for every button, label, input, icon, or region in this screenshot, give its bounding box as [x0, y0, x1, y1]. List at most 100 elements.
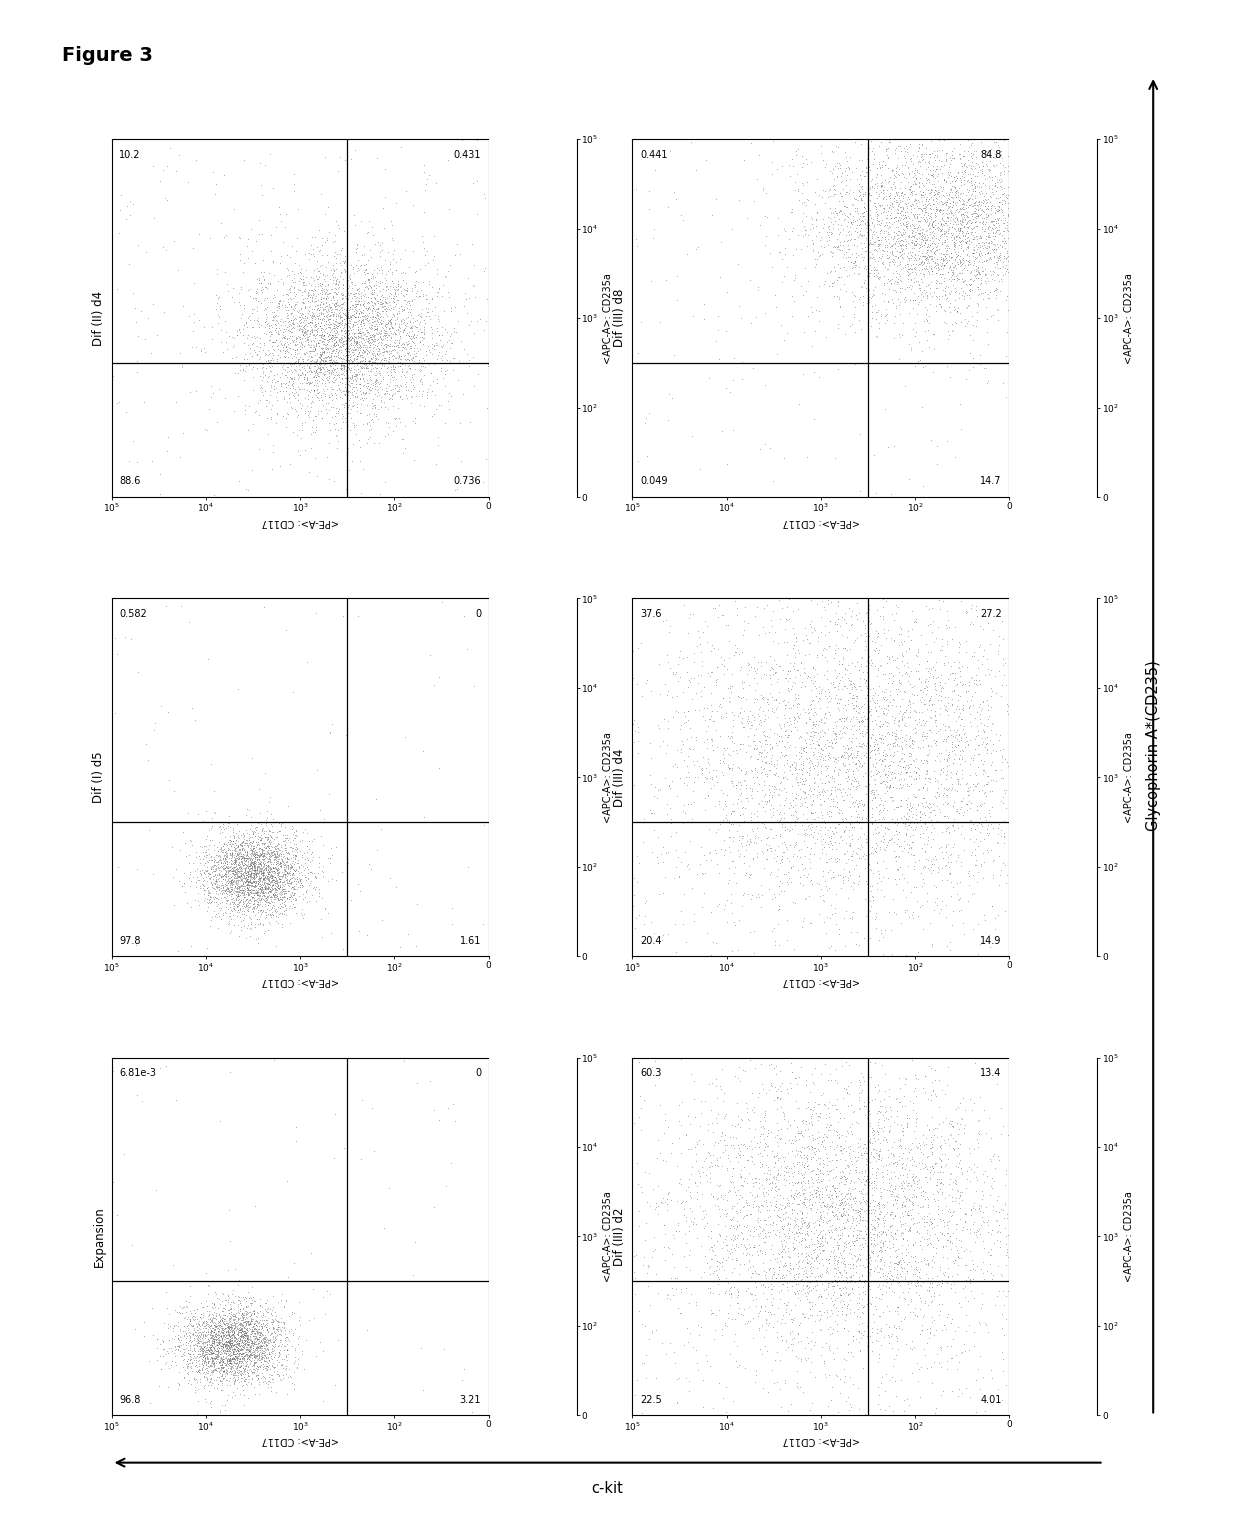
- Point: [753, 1195, 773, 1219]
- Point: [365, 350, 384, 374]
- Point: [847, 1225, 867, 1250]
- Point: [859, 260, 879, 285]
- Point: [279, 326, 299, 350]
- Point: [361, 371, 381, 396]
- Point: [924, 693, 944, 717]
- Point: [283, 317, 303, 341]
- Point: [208, 1330, 228, 1355]
- Point: [986, 174, 1006, 198]
- Point: [780, 709, 800, 734]
- Point: [999, 327, 1019, 352]
- Point: [882, 158, 901, 183]
- Point: [278, 306, 298, 330]
- Point: [931, 149, 951, 174]
- Point: [294, 367, 314, 391]
- Point: [960, 248, 980, 272]
- Point: [190, 1324, 210, 1348]
- Point: [882, 670, 901, 694]
- Point: [254, 883, 274, 907]
- Point: [749, 1233, 769, 1257]
- Point: [285, 338, 305, 362]
- Point: [854, 925, 874, 950]
- Point: [255, 831, 275, 855]
- Point: [999, 230, 1019, 254]
- Point: [827, 1207, 847, 1231]
- Point: [769, 222, 789, 247]
- Point: [828, 696, 848, 720]
- Point: [777, 927, 797, 951]
- Point: [999, 265, 1019, 289]
- Point: [362, 301, 382, 326]
- Point: [252, 878, 272, 903]
- Point: [852, 753, 872, 778]
- Point: [221, 869, 241, 893]
- Point: [676, 1208, 696, 1233]
- Point: [756, 816, 776, 840]
- Point: [247, 1321, 267, 1345]
- Point: [219, 1329, 239, 1353]
- Point: [255, 889, 275, 913]
- Point: [879, 128, 899, 152]
- Point: [273, 1309, 293, 1333]
- Point: [999, 240, 1019, 265]
- Point: [253, 842, 273, 866]
- Point: [893, 773, 913, 798]
- Point: [268, 874, 288, 898]
- Point: [109, 390, 129, 414]
- Point: [858, 204, 878, 228]
- Point: [890, 1205, 910, 1230]
- Point: [875, 744, 895, 769]
- Point: [738, 734, 758, 758]
- Point: [746, 737, 766, 761]
- Point: [298, 327, 317, 352]
- Point: [999, 236, 1019, 260]
- Point: [939, 790, 959, 814]
- Point: [929, 781, 949, 805]
- Point: [250, 855, 270, 880]
- Point: [316, 291, 336, 315]
- Point: [970, 282, 990, 306]
- Point: [869, 1286, 889, 1310]
- Point: [217, 881, 237, 906]
- Point: [212, 881, 232, 906]
- Point: [846, 1198, 866, 1222]
- Point: [342, 394, 362, 419]
- Point: [986, 198, 1006, 222]
- Point: [622, 586, 642, 610]
- Point: [869, 209, 889, 233]
- Point: [308, 356, 327, 380]
- Point: [971, 268, 991, 292]
- Point: [321, 295, 341, 320]
- Y-axis label: <APC-A>: CD235a: <APC-A>: CD235a: [603, 1192, 613, 1282]
- Point: [258, 338, 278, 362]
- Point: [970, 673, 990, 697]
- Point: [794, 740, 813, 764]
- Point: [284, 365, 304, 390]
- Point: [822, 1289, 842, 1313]
- Point: [893, 644, 913, 668]
- Point: [915, 586, 935, 610]
- Point: [353, 285, 373, 309]
- Point: [234, 251, 254, 275]
- Point: [698, 1113, 718, 1137]
- Point: [910, 154, 930, 178]
- Point: [273, 839, 293, 863]
- Point: [863, 1240, 883, 1265]
- Point: [916, 1164, 936, 1189]
- Point: [955, 1113, 975, 1137]
- Point: [655, 1190, 675, 1215]
- Point: [326, 367, 346, 391]
- Point: [231, 864, 250, 889]
- Point: [170, 1339, 190, 1364]
- Point: [228, 834, 248, 858]
- Point: [290, 315, 310, 339]
- Point: [226, 1345, 246, 1370]
- Point: [952, 128, 972, 152]
- Point: [376, 289, 396, 314]
- Point: [353, 352, 373, 376]
- Point: [758, 699, 777, 723]
- Point: [407, 384, 427, 408]
- Point: [893, 1163, 913, 1187]
- Point: [807, 1228, 827, 1253]
- Point: [828, 746, 848, 770]
